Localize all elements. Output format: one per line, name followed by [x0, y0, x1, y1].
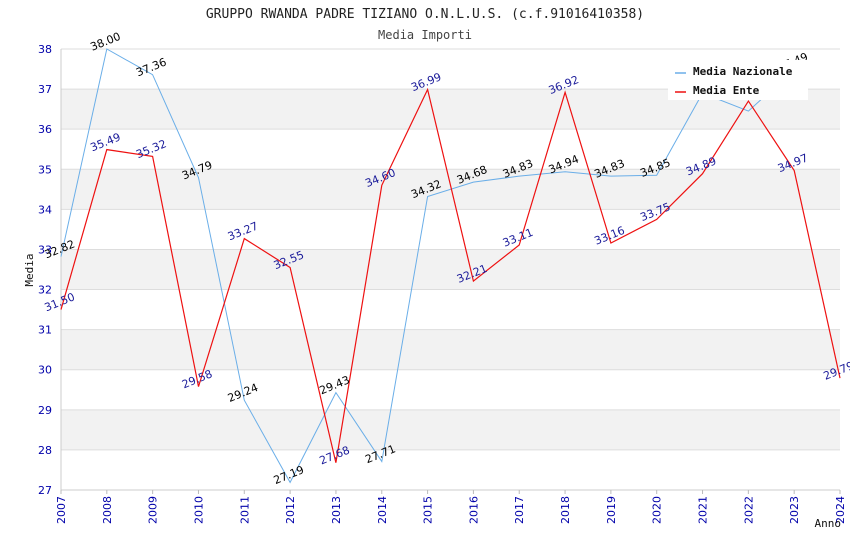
y-tick-label: 29: [38, 404, 52, 417]
axes: [60, 49, 840, 491]
x-axis-label: Anno: [815, 517, 842, 530]
legend-label-media-nazionale: Media Nazionale: [693, 65, 793, 78]
x-tick-label: 2015: [422, 496, 435, 524]
y-tick-label: 28: [38, 444, 52, 457]
y-axis-ticks: 27 28 29 30 31 32 33 34 35 36 37 38: [38, 43, 52, 497]
x-tick-label: 2024: [834, 496, 847, 524]
series-line-media-nazionale: [60, 48, 795, 484]
chart-title: GRUPPO RWANDA PADRE TIZIANO O.N.L.U.S. (…: [206, 7, 644, 22]
x-tick-label: 2018: [559, 496, 572, 524]
x-tick-label: 2017: [513, 496, 526, 524]
data-label-media-nazionale: 27.19: [272, 463, 306, 487]
plot-background-bands: [61, 89, 840, 450]
x-tick-label: 2014: [376, 496, 389, 524]
y-tick-label: 38: [38, 43, 52, 56]
series-lines: [60, 48, 841, 484]
y-tick-label: 32: [38, 284, 52, 297]
y-tick-label: 30: [38, 364, 52, 377]
y-tick-label: 37: [38, 83, 52, 96]
chart-subtitle: Media Importi: [378, 28, 472, 42]
data-label-media-ente: 29.58: [180, 367, 214, 391]
x-tick-label: 2009: [147, 496, 160, 524]
y-tick-label: 34: [38, 203, 52, 216]
data-label-media-ente: 33.27: [226, 219, 260, 243]
grid-band: [61, 249, 840, 290]
y-tick-label: 31: [38, 324, 52, 337]
legend-background: [668, 60, 808, 100]
y-tick-label: 35: [38, 163, 52, 176]
grid-band: [61, 409, 840, 450]
data-label-media-ente: 33.16: [593, 224, 627, 248]
grid-band: [61, 329, 840, 370]
y-tick-label: 27: [38, 484, 52, 497]
x-tick-label: 2011: [238, 496, 251, 524]
x-tick-label: 2019: [605, 496, 618, 524]
x-tick-label: 2013: [330, 496, 343, 524]
data-label-media-nazionale: 29.24: [226, 381, 260, 405]
x-tick-label: 2016: [467, 496, 480, 524]
data-label-media-nazionale: 37.36: [134, 55, 168, 79]
legend: Media Nazionale Media Ente: [668, 60, 808, 100]
x-tick-label: 2020: [651, 496, 664, 524]
data-label-media-ente: 35.32: [134, 137, 168, 161]
data-label-media-nazionale: 29.43: [318, 373, 352, 397]
legend-label-media-ente: Media Ente: [693, 84, 760, 97]
x-tick-label: 2023: [788, 496, 801, 524]
x-tick-label: 2022: [742, 496, 755, 524]
y-tick-label: 33: [38, 243, 52, 256]
y-tick-label: 36: [38, 123, 52, 136]
x-tick-label: 2007: [55, 496, 68, 524]
gridlines: [61, 48, 840, 491]
x-tick-label: 2012: [284, 496, 297, 524]
x-tick-label: 2010: [192, 496, 205, 524]
x-axis-ticks: 2007 2008 2009 2010 2011 2012 2013 2014 2015 2016…: [55, 490, 847, 524]
data-label-media-nazionale: 38.00: [88, 30, 122, 54]
series-line-media-ente: [60, 87, 841, 463]
x-tick-label: 2021: [697, 496, 710, 524]
y-axis-label: Media: [23, 253, 36, 286]
x-tick-label: 2008: [101, 496, 114, 524]
